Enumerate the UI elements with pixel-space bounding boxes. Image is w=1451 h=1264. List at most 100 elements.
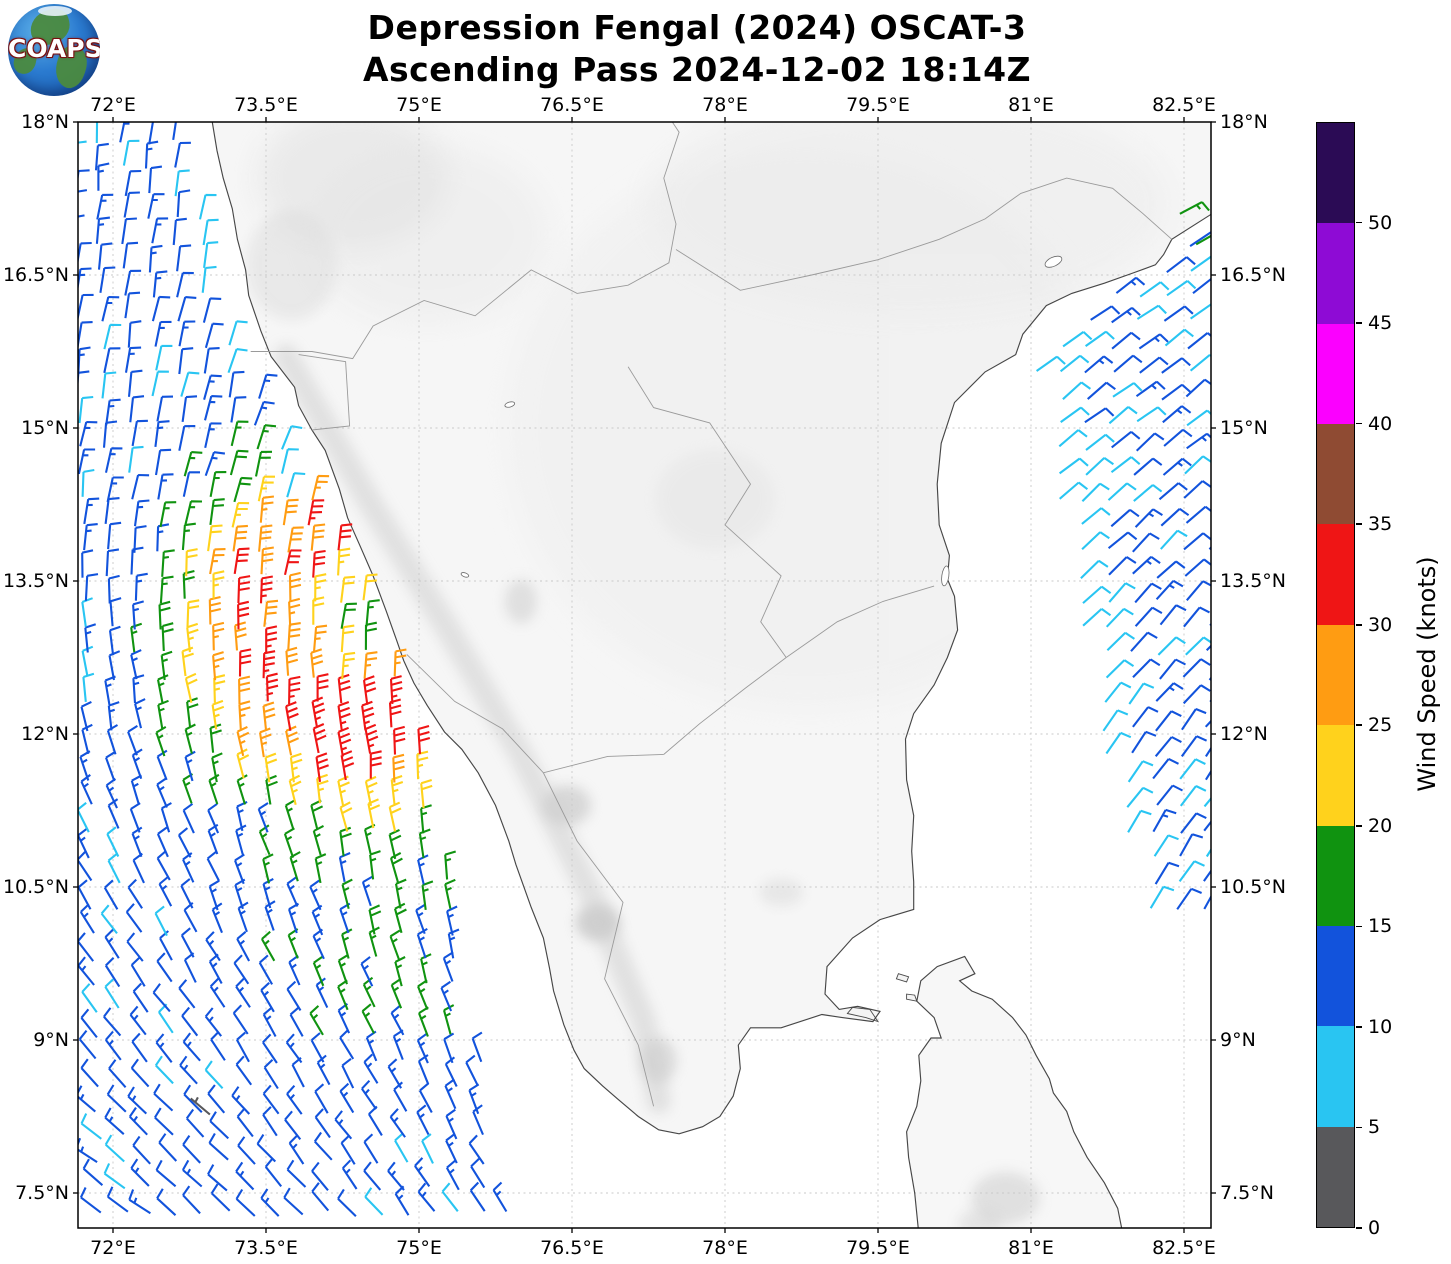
wind-barb xyxy=(394,1132,409,1163)
wind-barb xyxy=(283,549,302,576)
wind-barb xyxy=(388,828,402,860)
colorbar-tickmark xyxy=(1356,1026,1362,1028)
wind-barb xyxy=(78,801,90,833)
wind-barb xyxy=(1110,508,1140,528)
wind-barb xyxy=(1185,636,1211,656)
wind-barb xyxy=(1159,604,1187,626)
wind-barb xyxy=(132,600,144,630)
wind-barb xyxy=(389,929,401,961)
wind-barb xyxy=(1185,580,1211,601)
wind-barb xyxy=(182,1032,201,1062)
wind-barb xyxy=(130,956,146,987)
wind-barb xyxy=(79,420,98,447)
wind-barb xyxy=(334,1110,353,1140)
wind-barb xyxy=(1216,208,1245,221)
wind-barb xyxy=(1203,869,1211,882)
wind-barb xyxy=(228,320,248,346)
wind-barb xyxy=(78,932,95,962)
wind-barb xyxy=(235,977,251,1008)
lat-tick-label-right: 15°N xyxy=(1220,417,1268,439)
wind-barb xyxy=(184,723,196,754)
wind-barb xyxy=(1163,428,1193,447)
wind-barb xyxy=(156,749,168,781)
wind-barb xyxy=(1185,505,1211,524)
wind-barb xyxy=(364,621,378,650)
wind-barb xyxy=(237,600,250,630)
lat-tick-label-left: 15°N xyxy=(21,417,69,439)
wind-barb xyxy=(119,122,130,143)
wind-barb xyxy=(172,217,187,246)
wind-barb xyxy=(207,802,220,834)
wind-barb xyxy=(287,526,304,553)
wind-barb xyxy=(1215,304,1244,318)
lat-tick-label-right: 12°N xyxy=(1220,723,1268,745)
colorbar-tickmark xyxy=(1356,221,1362,224)
wind-barb xyxy=(182,802,195,834)
wind-barb xyxy=(184,750,196,782)
wind-barb xyxy=(1162,405,1192,424)
wind-barb xyxy=(1205,847,1211,858)
wind-barb xyxy=(361,1079,377,1110)
wind-barb xyxy=(314,573,327,602)
wind-barb xyxy=(79,1187,102,1214)
wind-barb xyxy=(315,752,329,783)
wind-barb xyxy=(1108,582,1136,603)
wind-barb xyxy=(1218,334,1247,348)
wind-barb xyxy=(260,930,276,962)
wind-barb xyxy=(364,775,378,807)
wind-barb xyxy=(148,244,163,273)
wind-barb xyxy=(184,672,198,703)
wind-barb xyxy=(182,1185,201,1215)
wind-barb xyxy=(78,956,95,986)
wind-barb xyxy=(288,571,302,601)
wind-barb xyxy=(1082,608,1112,627)
wind-barb xyxy=(283,1187,304,1216)
colorbar-tickmark xyxy=(1356,322,1362,324)
wind-barb xyxy=(1155,579,1184,601)
wind-barb xyxy=(281,425,303,450)
wind-barb xyxy=(387,1058,403,1089)
wind-barb xyxy=(153,1083,174,1112)
wind-barb xyxy=(230,396,247,423)
wind-barb xyxy=(289,1006,304,1037)
wind-barb xyxy=(176,244,192,272)
wind-barb xyxy=(363,1133,379,1164)
wind-barb xyxy=(155,725,167,757)
wind-barb xyxy=(204,422,222,449)
wind-barb xyxy=(228,370,245,398)
wind-barb xyxy=(312,549,326,578)
wind-barb xyxy=(81,597,93,627)
wind-barb xyxy=(130,1058,150,1088)
wind-barb xyxy=(204,322,224,349)
wind-barb xyxy=(414,1157,431,1188)
wind-barb xyxy=(262,1084,280,1115)
lat-tick-label-right: 10.5°N xyxy=(1220,876,1287,898)
colorbar-segment-15-20 xyxy=(1317,825,1354,926)
wind-barb xyxy=(361,875,373,907)
wind-barb xyxy=(309,1005,324,1036)
wind-barb xyxy=(420,778,433,809)
wind-barb xyxy=(1179,758,1206,780)
wind-barb xyxy=(394,956,406,987)
wind-barb xyxy=(1180,812,1207,834)
wind-barb xyxy=(421,880,434,911)
wind-barb xyxy=(202,218,219,246)
wind-barb xyxy=(285,725,300,756)
wind-barb xyxy=(1195,234,1211,246)
wind-barb xyxy=(104,1107,125,1135)
wind-barb xyxy=(1187,332,1211,350)
wind-barb xyxy=(1113,354,1143,373)
wind-barb xyxy=(257,475,275,502)
wind-barb xyxy=(316,773,329,804)
wind-barb xyxy=(198,193,217,220)
wind-barb xyxy=(180,927,195,958)
wind-barb xyxy=(445,1108,458,1140)
colorbar-tick-label: 40 xyxy=(1368,412,1393,435)
wind-barb xyxy=(1115,276,1146,294)
wind-barb xyxy=(341,1057,355,1089)
wind-barb xyxy=(238,700,251,730)
colorbar-segment-30-35 xyxy=(1317,524,1354,625)
wind-barb xyxy=(257,802,269,833)
wind-barb xyxy=(310,1032,325,1063)
wind-barb xyxy=(230,420,249,447)
